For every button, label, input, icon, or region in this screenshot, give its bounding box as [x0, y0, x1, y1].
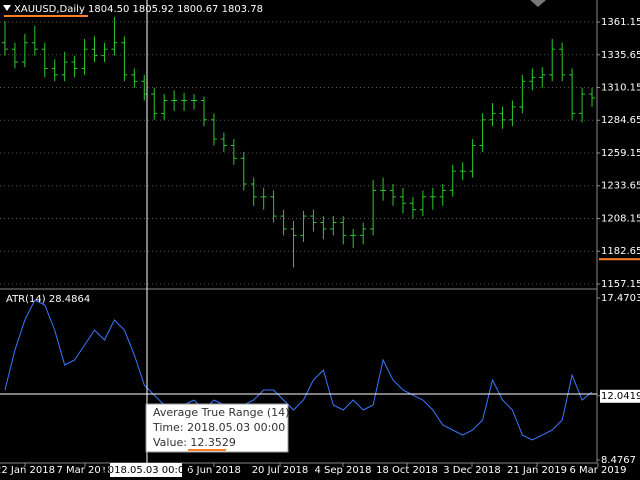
- x-tick-label: 18 Oct 2018: [376, 465, 438, 476]
- x-tick-label: 21 Jan 2019: [507, 465, 567, 476]
- crosshair-time-box: [110, 463, 182, 477]
- symbol-title: XAUUSD,Daily: [14, 4, 85, 15]
- y-tick-label: 12.0419: [601, 391, 640, 402]
- x-tick-label: 22 Jan 2018: [0, 465, 55, 476]
- title-underline: [4, 15, 88, 17]
- x-tick-label: 6 Mar 2019: [569, 465, 626, 476]
- price-pane: 1157.15 1182.65 1208.15 1233.65 1259.15 1284.…: [0, 17, 640, 290]
- y-tick-label: 1259.15: [601, 148, 640, 159]
- x-tick-label: 7 Mar 2018: [56, 465, 113, 476]
- tooltip-box: [145, 403, 289, 453]
- y-tick-label: 1157.15: [601, 279, 640, 290]
- ohlc-text: 1804.50 1805.92 1800.67 1803.78: [88, 4, 263, 15]
- y-tick-label: 1284.65: [601, 115, 640, 126]
- y-tick-label: 17.4703: [601, 293, 640, 304]
- tooltip-underline: [188, 449, 226, 451]
- tooltip-value: Value: 12.3529: [153, 436, 236, 449]
- y-tick-label: 8.4767: [601, 455, 636, 466]
- y-tick-label: 1182.65: [601, 246, 640, 257]
- x-tick-label: 4 Sep 2018: [314, 465, 371, 476]
- y-tick-label: 1361.15: [601, 17, 640, 28]
- y-tick-label: 1310.15: [601, 83, 640, 94]
- atr-pane: 8.4767 12.0419 17.4703: [4, 293, 640, 466]
- y-tick-label: 1208.15: [601, 213, 640, 224]
- menu-arrow[interactable]: [3, 5, 11, 11]
- scroll-marker: [530, 0, 546, 7]
- current-price-marker: [599, 258, 640, 261]
- y-tick-label: 1335.65: [601, 50, 640, 61]
- crosshair-time-label: 2018.05.03 00:00: [101, 465, 190, 476]
- tooltip-time: Time: 2018.05.03 00:00: [152, 421, 285, 434]
- x-tick-label: 6 Jun 2018: [187, 465, 241, 476]
- x-tick-label: 20 Jul 2018: [252, 465, 309, 476]
- atr-line: [4, 299, 593, 441]
- y-tick-label: 1233.65: [601, 181, 640, 192]
- current-value-box: [600, 389, 640, 403]
- atr-title: ATR(14) 28.4864: [6, 294, 90, 305]
- x-tick-label: 3 Dec 2018: [443, 465, 501, 476]
- tooltip-title: Average True Range (14): [153, 406, 289, 419]
